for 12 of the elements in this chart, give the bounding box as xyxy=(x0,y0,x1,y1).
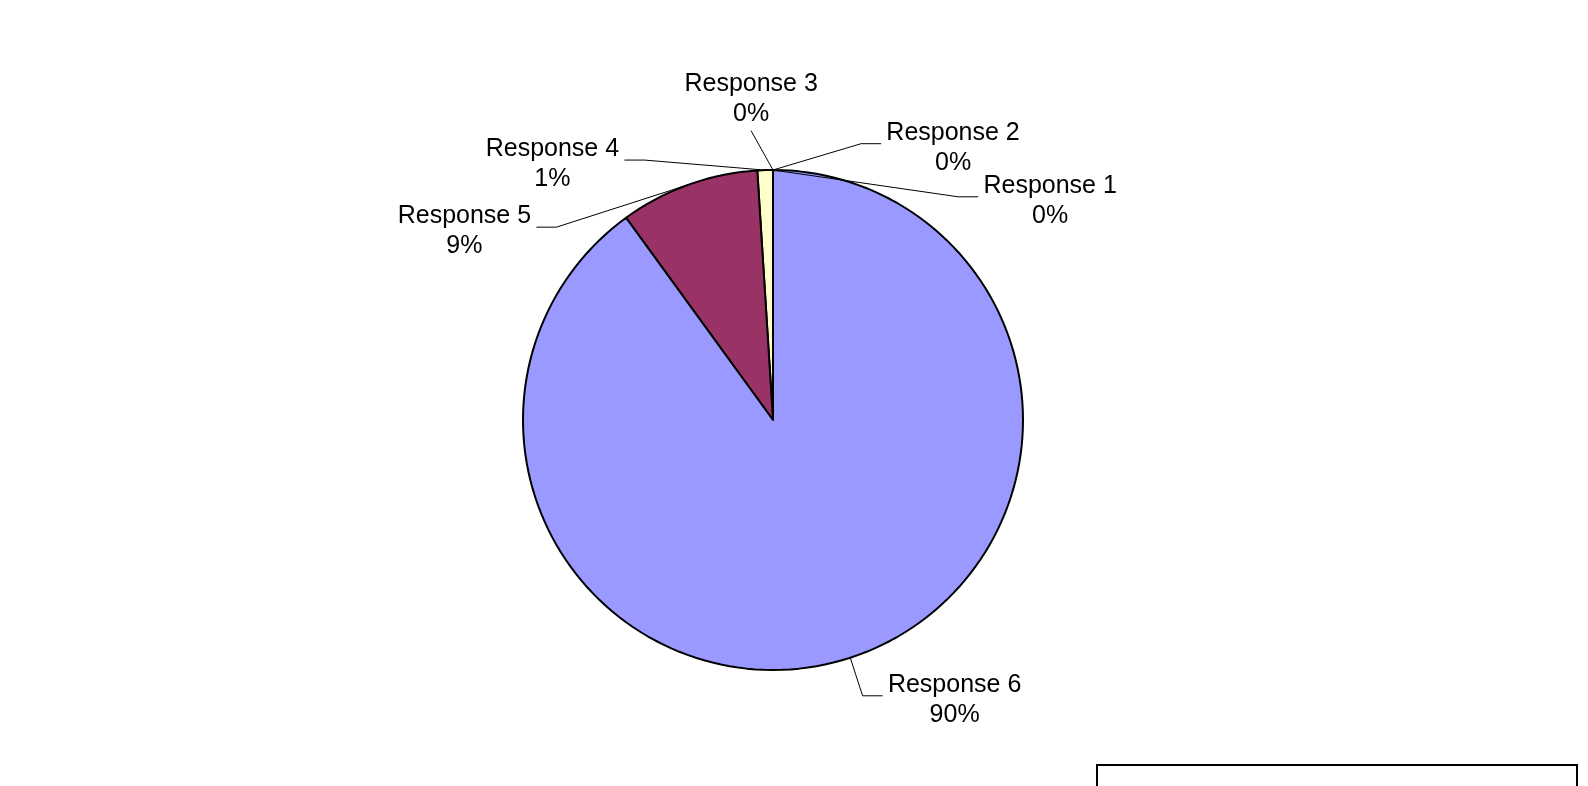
text: 0% xyxy=(1032,199,1069,228)
slice-label: Response 4 xyxy=(485,133,620,162)
slice-label: Response 5 xyxy=(397,200,532,229)
slice-label: Response 6 xyxy=(887,668,1022,697)
category-label: Response 2 xyxy=(886,116,1020,145)
data-label: 1% xyxy=(534,163,571,192)
text: 0% xyxy=(935,146,972,175)
text: 0% xyxy=(733,97,770,126)
category-label: Response 3 xyxy=(684,67,818,96)
category-label: Response 1 xyxy=(983,169,1117,198)
data-label: 9% xyxy=(446,230,483,259)
data-label: 90% xyxy=(929,698,980,727)
